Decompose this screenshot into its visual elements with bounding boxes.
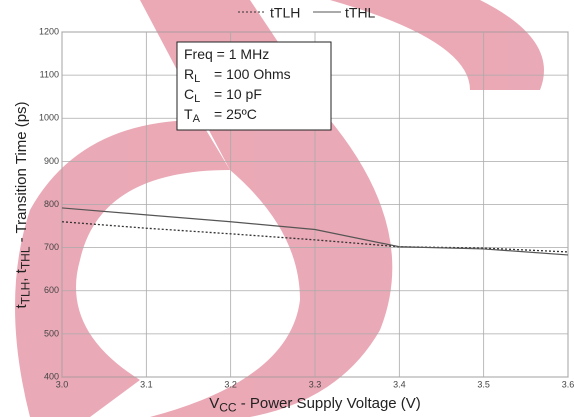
annotation: RL = 100 Ohms <box>184 66 291 85</box>
y-tick-label: 500 <box>44 328 59 338</box>
annotation-part: = 10 pF <box>214 86 262 102</box>
annotation-part: T <box>184 106 193 122</box>
annotation: Freq = 1 MHz <box>184 46 269 62</box>
series-line <box>61 221 569 253</box>
annotation-part: Freq = 1 MHz <box>184 46 269 62</box>
y-tick-label: 800 <box>44 199 59 209</box>
y-axis-label-part: THL <box>19 246 33 269</box>
y-tick-label: 700 <box>44 242 59 252</box>
legend-label: tTHL <box>345 5 376 21</box>
annotation-part: R <box>184 66 194 82</box>
y-axis-label-part: TLH <box>19 282 33 305</box>
annotation-box <box>176 41 332 131</box>
y-axis-label: tTLH, tTHL - Transition Time (ps) <box>13 101 33 308</box>
annotation-part: L <box>194 73 200 85</box>
x-tick-label: 3.6 <box>562 379 574 389</box>
y-tick-label: 900 <box>44 156 59 166</box>
annotation-part: = 25ºC <box>214 106 257 122</box>
x-axis-label-part: V <box>209 395 219 412</box>
x-axis-label-part: - Power Supply Voltage (V) <box>237 395 421 412</box>
annotation: TA = 25ºC <box>184 106 257 125</box>
x-tick-label: 3.2 <box>224 379 237 389</box>
y-tick-label: 1000 <box>39 113 59 123</box>
annotation: CL = 10 pF <box>184 86 262 105</box>
annotation-part: A <box>193 113 201 125</box>
y-tick-label: 600 <box>44 285 59 295</box>
y-tick-label: 1100 <box>40 70 59 80</box>
x-tick-label: 3.1 <box>140 379 153 389</box>
y-axis-label-part: , t <box>13 268 30 281</box>
x-tick-label: 3.3 <box>309 379 322 389</box>
x-axis-label: VCC - Power Supply Voltage (V) <box>209 395 421 415</box>
y-axis-label-part: - Transition Time (ps) <box>13 101 30 246</box>
annotation-part: L <box>194 93 200 105</box>
annotation-part: = 100 Ohms <box>214 66 291 82</box>
legend-label: tTLH <box>270 5 300 21</box>
x-tick-label: 3.5 <box>477 379 490 389</box>
x-axis-label-part: CC <box>219 401 237 415</box>
x-tick-label: 3.4 <box>393 379 406 389</box>
series-line <box>61 207 569 256</box>
y-tick-label: 1200 <box>39 26 59 36</box>
y-tick-label: 400 <box>44 371 59 381</box>
y-axis-label-part: t <box>13 304 30 309</box>
annotation-part: C <box>184 86 194 102</box>
x-tick-label: 3.0 <box>56 379 69 389</box>
